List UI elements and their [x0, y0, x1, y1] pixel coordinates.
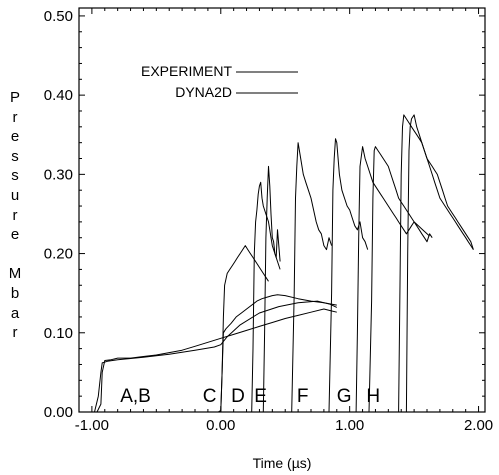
y-axis-title-letter: M — [8, 265, 22, 283]
y-tick-label: 0.00 — [44, 404, 73, 421]
y-axis-title-letter: s — [11, 167, 19, 185]
y-tick-label: 0.30 — [44, 166, 73, 183]
y-axis-title-letter: e — [10, 128, 20, 146]
y-tick-label: 0.20 — [44, 246, 73, 263]
y-axis-title-letter: r — [12, 108, 18, 126]
annotation-label: D — [231, 386, 245, 407]
y-axis-title-letter: b — [10, 284, 20, 302]
y-axis-title-letter: P — [9, 89, 20, 106]
x-tick-label: -1.00 — [75, 417, 109, 434]
y-axis-title-letter: r — [12, 324, 18, 342]
x-axis-ticks: -1.00 0.00 1.00 2.00 — [75, 8, 493, 434]
y-axis-ticks: 0.00 0.10 0.20 0.30 0.40 0.50 — [44, 8, 485, 421]
y-axis-title-letter: u — [10, 186, 20, 204]
y-tick-label: 0.40 — [44, 87, 73, 104]
x-tick-label: 0.00 — [206, 417, 235, 434]
legend-label-experiment: EXPERIMENT — [141, 63, 232, 79]
series-line-c-2 — [214, 294, 337, 413]
series-line-g-7 — [321, 138, 369, 413]
series-line-h-11 — [398, 114, 474, 413]
series-line-h-8 — [349, 146, 433, 413]
series-line-f-6 — [285, 142, 333, 413]
annotation-label: C — [203, 386, 217, 407]
y-axis-title-gap — [8, 245, 22, 265]
annotation-label: G — [337, 386, 352, 407]
y-tick-label: 0.10 — [44, 325, 73, 342]
annotation-label: F — [297, 386, 309, 407]
series-line-h-10 — [388, 114, 474, 413]
series-line-ab-0 — [79, 308, 337, 413]
annotation-label: H — [366, 386, 380, 407]
x-tick-label: 1.00 — [335, 417, 364, 434]
annotation-layer: A,B C D E F G H — [120, 386, 380, 407]
y-tick-label: 0.50 — [44, 8, 73, 25]
annotation-label: A,B — [120, 386, 151, 407]
series-line-ab-1 — [85, 300, 338, 413]
x-tick-label: 2.00 — [464, 417, 493, 434]
x-axis-title: Time (µs) — [253, 455, 312, 471]
series-line-h-9 — [362, 146, 430, 413]
y-axis-title-letter: s — [11, 147, 19, 165]
plot-frame — [78, 7, 486, 413]
y-axis-title-letter: e — [10, 226, 20, 244]
legend-label-dyna2d: DYNA2D — [175, 84, 232, 100]
series-layer — [79, 114, 474, 413]
y-axis-title-letter: r — [12, 206, 18, 224]
series-line-e-5 — [259, 165, 281, 413]
series-line-d-4 — [246, 181, 281, 413]
annotation-label: E — [254, 386, 267, 407]
y-axis-title-letter: a — [10, 304, 20, 322]
legend: EXPERIMENT DYNA2D — [141, 63, 298, 100]
series-line-c-3 — [217, 245, 269, 413]
